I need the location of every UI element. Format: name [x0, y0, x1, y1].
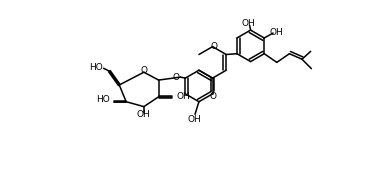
- Text: OH: OH: [269, 28, 283, 37]
- Text: O: O: [209, 92, 216, 101]
- Text: OH: OH: [137, 110, 151, 119]
- Text: OH: OH: [187, 115, 201, 124]
- Text: O: O: [210, 42, 217, 51]
- Text: O: O: [140, 66, 147, 75]
- Text: OH: OH: [242, 19, 255, 28]
- Text: HO: HO: [89, 63, 102, 72]
- Text: OH: OH: [176, 92, 190, 101]
- Text: O: O: [173, 73, 180, 82]
- Text: HO: HO: [96, 95, 109, 104]
